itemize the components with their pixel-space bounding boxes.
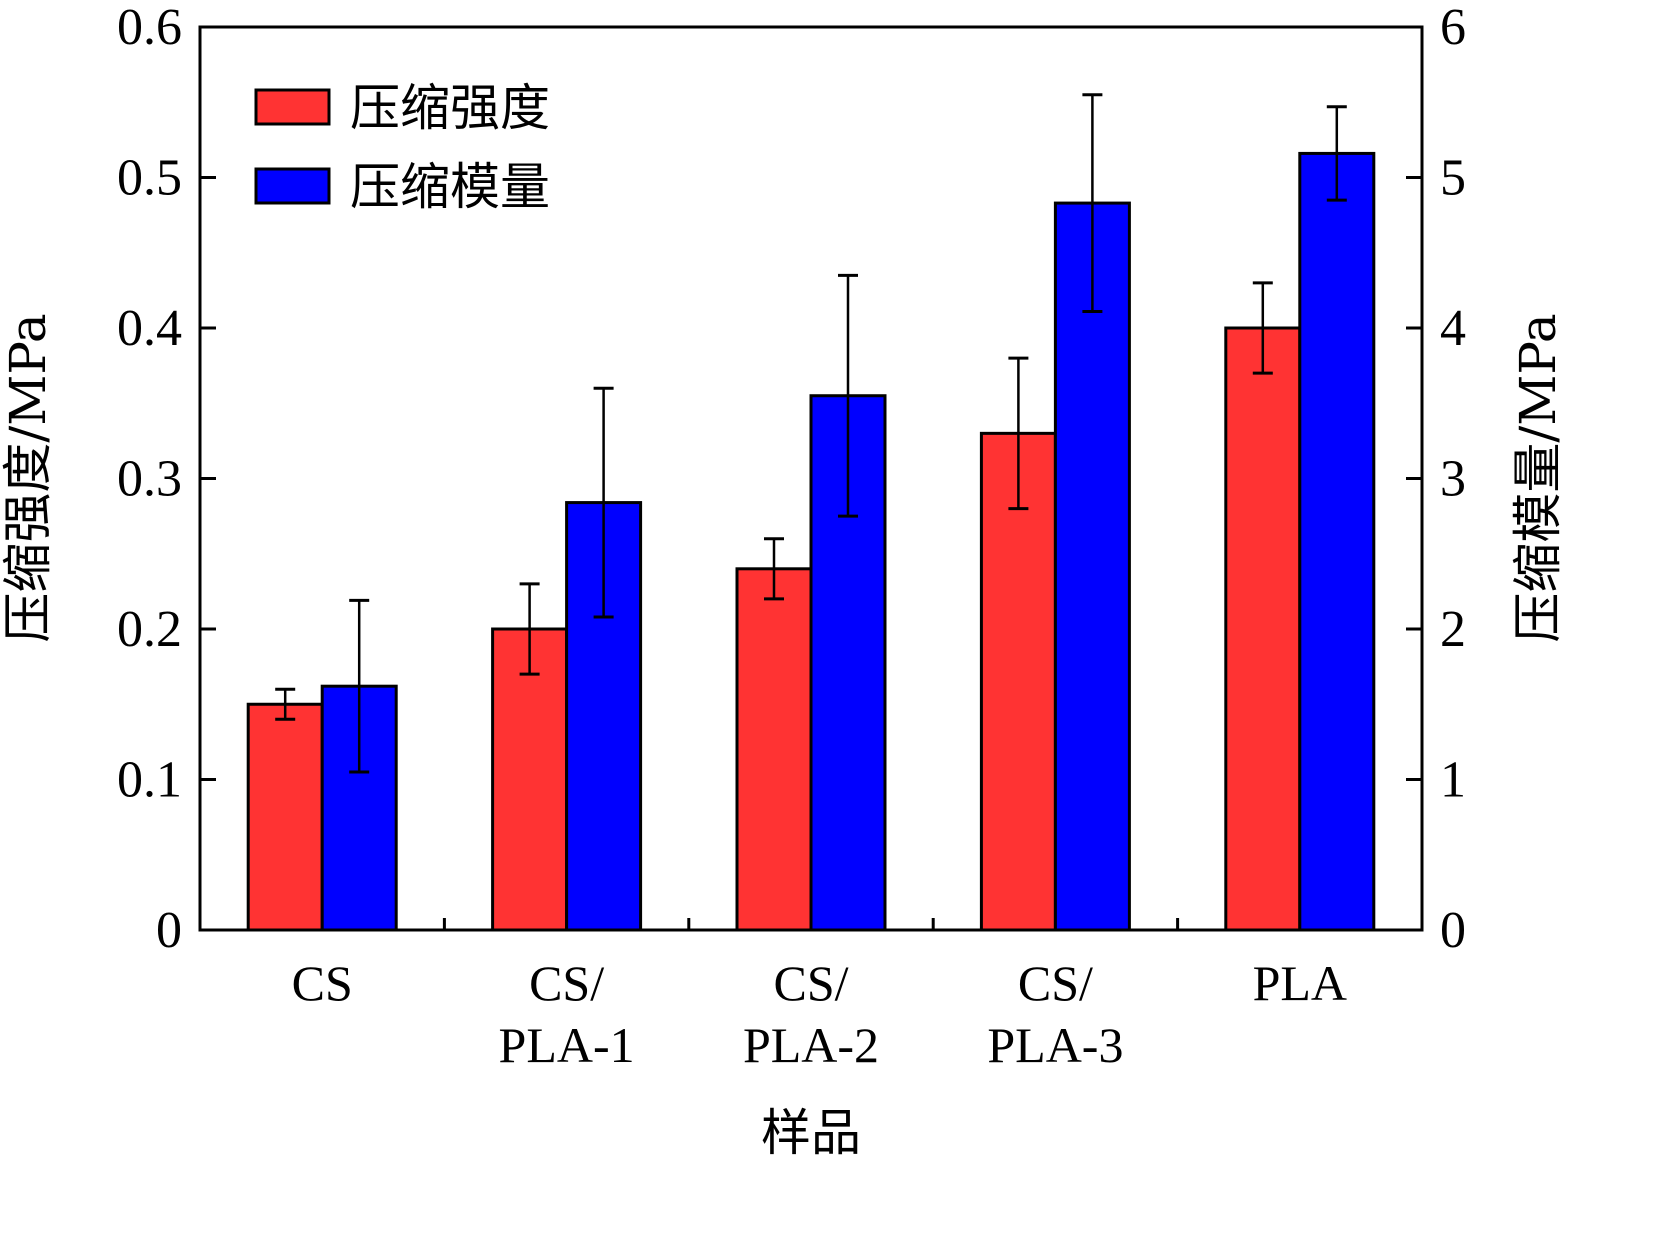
- error-bar-strength-2: [764, 537, 784, 601]
- error-bars-layer: [275, 93, 1347, 774]
- error-bar-strength-3: [1008, 356, 1029, 511]
- y-tick-label-left-6: 0.6: [117, 0, 182, 56]
- error-bar-modulus-3: [1082, 93, 1103, 313]
- y-axis-title-right: 压缩模量/MPa: [1509, 313, 1567, 642]
- x-tick-label-3-line2: PLA-3: [987, 1017, 1123, 1073]
- error-bar-strength-4: [1252, 281, 1273, 375]
- error-bar-modulus-0: [349, 598, 370, 774]
- y-tick-label-right-5: 5: [1440, 150, 1466, 207]
- error-bar-strength-1: [519, 582, 540, 676]
- bar-modulus-2: [809, 394, 887, 932]
- x-tick-label-3: CS/: [1018, 955, 1093, 1011]
- bar-strength-2: [735, 567, 813, 932]
- y-tick-label-left-1: 0.1: [117, 752, 182, 809]
- x-tick-label-0: CS: [292, 955, 353, 1011]
- y-tick-label-left-5: 0.5: [117, 150, 182, 207]
- error-bar-modulus-4: [1326, 105, 1347, 202]
- legend-label-compressive-strength: 压缩强度: [350, 79, 550, 137]
- y-tick-label-left-4: 0.4: [117, 300, 182, 357]
- error-bar-strength-0: [275, 687, 296, 721]
- bar-modulus-4: [1298, 151, 1376, 932]
- y-tick-label-left-2: 0.2: [117, 601, 182, 658]
- y-tick-label-right-4: 4: [1440, 300, 1466, 357]
- x-tick-label-4: PLA: [1253, 955, 1347, 1011]
- bars-layer: [246, 151, 1376, 932]
- bar-modulus-3: [1053, 201, 1131, 932]
- x-axis-title: 样品: [761, 1104, 861, 1162]
- y-axis-title-left: 压缩强度/MPa: [0, 313, 57, 642]
- legend-label-compressive-modulus: 压缩模量: [350, 158, 550, 216]
- bar-strength-0: [246, 702, 324, 932]
- legend: 压缩强度 压缩模量: [254, 79, 550, 216]
- y-tick-label-right-6: 6: [1440, 0, 1466, 56]
- bar-strength-4: [1224, 326, 1302, 932]
- bar-strength-1: [491, 627, 569, 932]
- y-tick-label-right-3: 3: [1440, 451, 1466, 508]
- x-tick-label-2: CS/: [773, 955, 848, 1011]
- legend-swatch-compressive-modulus: [254, 167, 331, 205]
- ticks-layer: CS CS/PLA-1 CS/PLA-2 CS/PLA-3 PLA 0 0.1 0.2 0.3 0…: [117, 0, 1466, 1073]
- y-tick-label-right-1: 1: [1440, 752, 1466, 809]
- x-tick-label-1-line2: PLA-1: [499, 1017, 635, 1073]
- y-tick-label-left-3: 0.3: [117, 451, 182, 508]
- error-bar-modulus-2: [838, 273, 858, 518]
- x-tick-label-1: CS/: [529, 955, 604, 1011]
- y-tick-label-right-2: 2: [1440, 601, 1466, 658]
- y-tick-label-left-0: 0: [156, 902, 182, 959]
- y-tick-label-right-0: 0: [1440, 902, 1466, 959]
- legend-swatch-compressive-strength: [254, 88, 331, 126]
- error-bar-modulus-1: [593, 386, 614, 619]
- x-tick-label-2-line2: PLA-2: [743, 1017, 879, 1073]
